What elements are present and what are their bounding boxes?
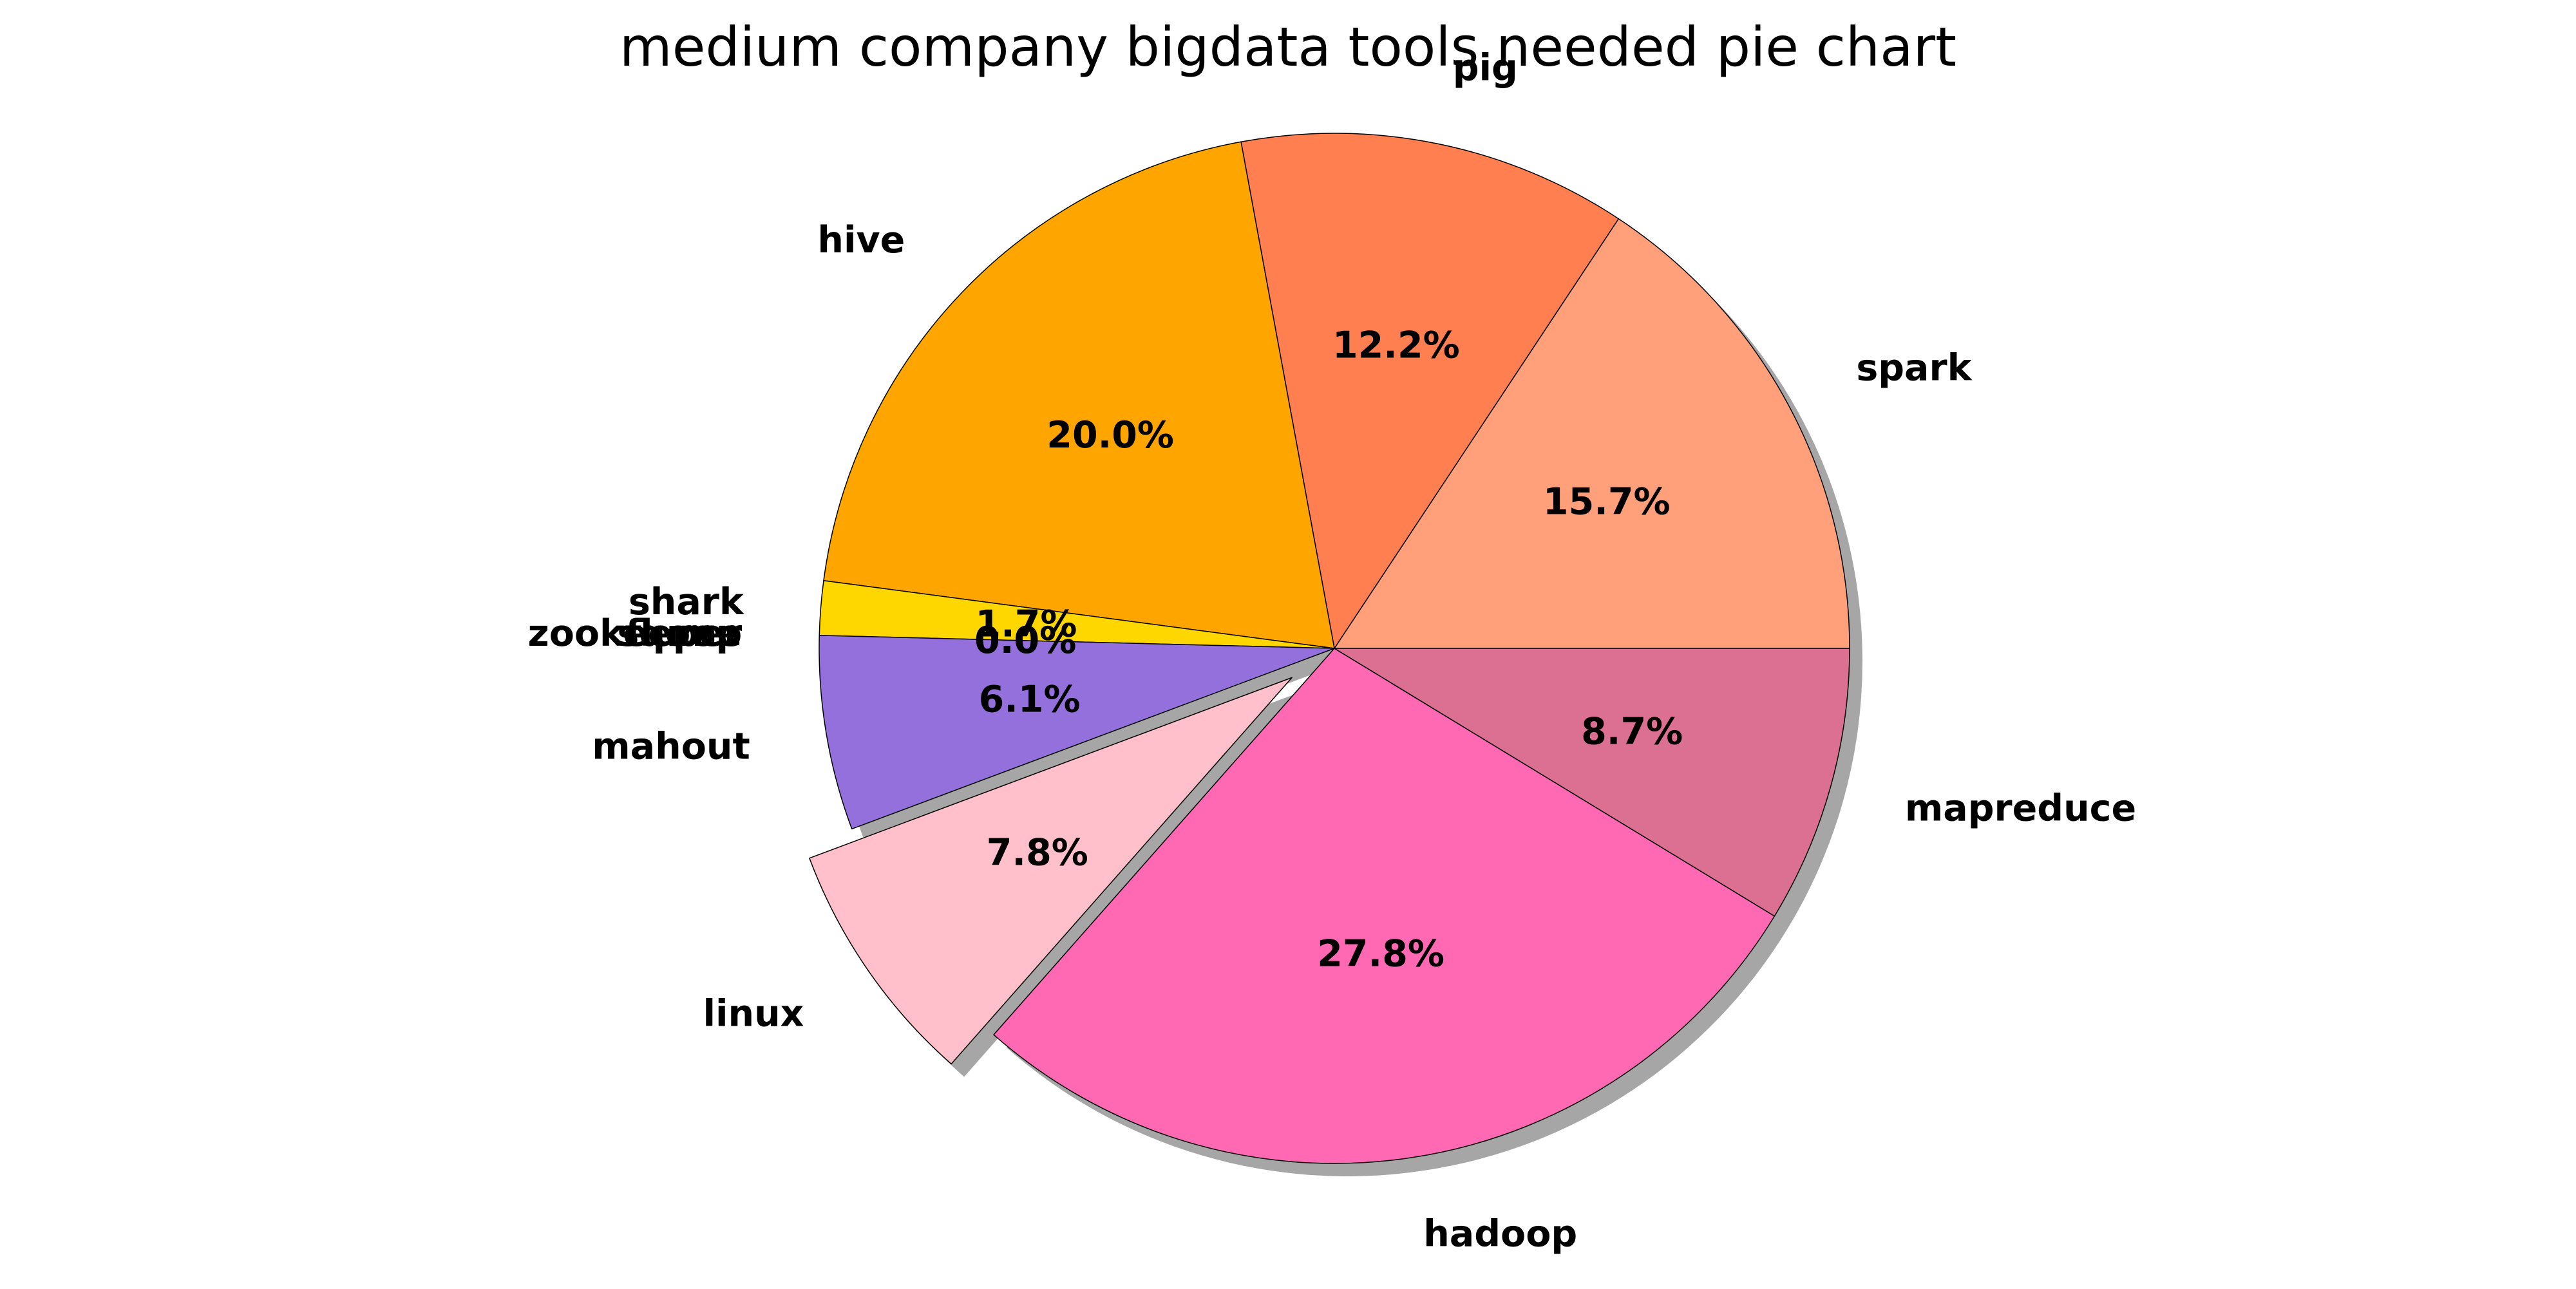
- slice-pct-zookeeper: 0.0%: [974, 619, 1076, 662]
- slice-label-linux: linux: [703, 992, 804, 1035]
- pie-slice-spark: [1334, 218, 1850, 649]
- slice-label-spark: spark: [1856, 346, 1972, 389]
- slice-pct-hadoop: 27.8%: [1317, 933, 1444, 975]
- label-layer: spark 15.7% pig 12.2% hive 20.0% shark 1.7% flum…: [528, 47, 2137, 1256]
- slice-pct-hive: 20.0%: [1046, 414, 1174, 456]
- slice-pct-shark: 1.7%: [975, 603, 1077, 645]
- pie-slice-mapreduce: [1334, 648, 1850, 917]
- slice-pct-mapreduce: 8.7%: [1581, 711, 1683, 753]
- slice-pct-sqoop: 0.0%: [974, 619, 1076, 662]
- slice-label-shark: shark: [629, 581, 744, 623]
- slice-label-sqoop: sqoop: [617, 612, 742, 655]
- pie-slice-hive: [823, 141, 1335, 649]
- slice-label-hive: hive: [817, 219, 905, 261]
- pie-slice-linux: [809, 677, 1293, 1065]
- slice-pct-linux: 7.8%: [987, 832, 1088, 874]
- pie-slice-hadoop: [993, 648, 1776, 1164]
- chart-title: medium company bigdata tools needed pie …: [620, 15, 1956, 79]
- slice-layer: [809, 133, 1850, 1164]
- slice-pct-flume: 0.0%: [974, 619, 1076, 662]
- slice-label-hadoop: hadoop: [1423, 1213, 1577, 1256]
- slice-label-mahout: mahout: [592, 725, 750, 767]
- slice-pct-spark: 15.7%: [1543, 481, 1671, 523]
- slice-pct-pig: 12.2%: [1332, 325, 1460, 367]
- pie-slice-mahout: [819, 635, 1335, 830]
- pie-slice-pig: [1240, 133, 1620, 649]
- slice-label-zookeeper: zookeeper: [528, 612, 743, 655]
- slice-pct-mahout: 6.1%: [979, 679, 1081, 721]
- slice-label-flume: flume: [625, 612, 742, 655]
- slice-label-mapreduce: mapreduce: [1905, 787, 2136, 829]
- slice-label-pig: pig: [1453, 47, 1518, 89]
